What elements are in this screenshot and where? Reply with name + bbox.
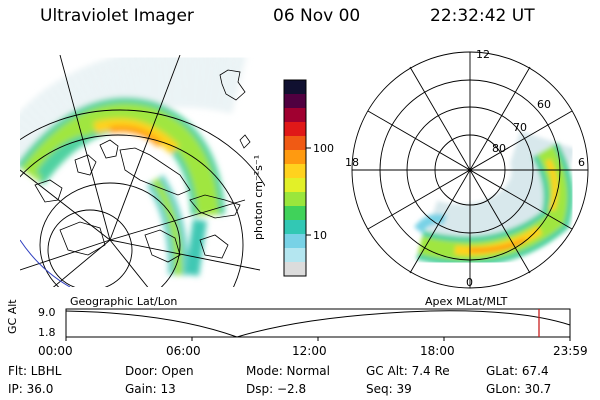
colorbar-tick-10: 10 — [313, 229, 327, 242]
colorbar-segment — [284, 150, 306, 165]
geo-map-caption: Geographic Lat/Lon — [70, 295, 178, 308]
colorbar-segment — [284, 108, 306, 123]
colorbar-segment — [284, 178, 306, 193]
colorbar-segment — [284, 248, 306, 263]
apex-map-caption: Apex MLat/MLT — [425, 295, 508, 308]
ytick-9: 9.0 — [38, 306, 56, 319]
colorbar-segment — [284, 80, 306, 95]
info-ip: IP: 36.0 — [8, 382, 54, 396]
xtick-2359: 23:59 — [553, 344, 588, 358]
colorbar-segment — [284, 164, 306, 179]
instrument-title: Ultraviolet Imager — [40, 6, 194, 26]
info-glon: GLon: 30.7 — [486, 382, 552, 396]
colorbar-segment — [284, 262, 306, 277]
apex-map — [351, 51, 589, 289]
colorbar-unit-label: photon cm⁻²s⁻¹ — [252, 154, 265, 240]
xtick-0600: 06:00 — [166, 344, 201, 358]
info-flt: Flt: LBHL — [8, 364, 62, 378]
xtick-1800: 18:00 — [420, 344, 455, 358]
mlat-label-60: 60 — [537, 98, 551, 111]
mlat-label-80: 80 — [492, 142, 506, 155]
colorbar-segment — [284, 206, 306, 221]
colorbar-segment — [284, 234, 306, 249]
colorbar-segment — [284, 220, 306, 235]
mlt-label-6: 6 — [578, 156, 585, 169]
mlat-label-70: 70 — [513, 121, 527, 134]
mlt-label-0: 0 — [466, 276, 473, 289]
mlt-label-18: 18 — [345, 156, 359, 169]
geo-aurora-oval — [20, 55, 248, 277]
info-dsp: Dsp: −2.8 — [246, 382, 307, 396]
info-glat: GLat: 67.4 — [486, 364, 549, 378]
xtick-0000: 00:00 — [38, 344, 73, 358]
info-seq: Seq: 39 — [366, 382, 412, 396]
colorbar-segment — [284, 94, 306, 109]
time-label: 22:32:42 UT — [430, 6, 535, 26]
altitude-timeline — [65, 308, 571, 341]
info-mode: Mode: Normal — [246, 364, 330, 378]
gc-alt-axis-label: GC Alt — [6, 299, 19, 334]
xtick-1200: 12:00 — [292, 344, 327, 358]
color-scale-bar — [284, 80, 306, 277]
mlt-label-12: 12 — [476, 48, 490, 61]
ytick-1-8: 1.8 — [38, 326, 56, 339]
info-gc-alt: GC Alt: 7.4 Re — [366, 364, 450, 378]
geographic-map — [20, 55, 265, 287]
colorbar-segment — [284, 136, 306, 151]
colorbar-segment — [284, 192, 306, 207]
info-door: Door: Open — [125, 364, 194, 378]
colorbar-tick-100: 100 — [313, 142, 334, 155]
apex-aurora-oval — [414, 131, 576, 267]
date-label: 06 Nov 00 — [273, 6, 361, 26]
coastlines — [34, 69, 251, 263]
info-gain: Gain: 13 — [125, 382, 176, 396]
colorbar-segment — [284, 122, 306, 137]
